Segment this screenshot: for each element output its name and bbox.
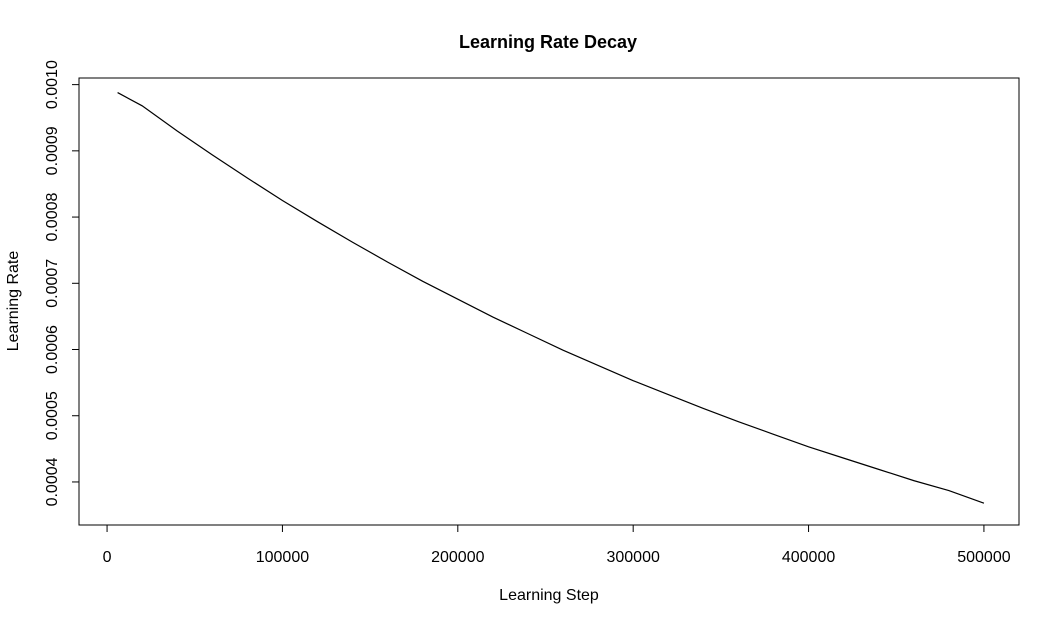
x-axis: 0 100000 200000 300000 400000 500000 [103, 524, 1011, 566]
x-axis-label: Learning Step [499, 587, 599, 604]
y-axis-label: Learning Rate [5, 251, 22, 352]
y-tick-label: 0.0007 [44, 259, 61, 308]
series-line [117, 92, 985, 504]
y-tick-label: 0.0008 [44, 192, 61, 241]
y-tick-label: 0.0005 [44, 391, 61, 440]
chart-title: Learning Rate Decay [459, 32, 637, 52]
x-tick-label: 300000 [606, 549, 659, 566]
y-tick-label: 0.0010 [44, 60, 61, 109]
y-tick-label: 0.0009 [44, 126, 61, 175]
series-layer [117, 92, 985, 504]
x-tick-label: 400000 [782, 549, 835, 566]
x-tick-label: 100000 [256, 549, 309, 566]
y-tick-label: 0.0004 [44, 457, 61, 506]
y-tick-label: 0.0006 [44, 325, 61, 374]
x-tick-label: 500000 [957, 549, 1010, 566]
plot-frame [78, 77, 1020, 526]
y-axis: 0.0004 0.0005 0.0006 0.0007 0.0008 0.0009 0.00… [44, 60, 80, 506]
x-tick-label: 0 [103, 549, 112, 566]
x-tick-label: 200000 [431, 549, 484, 566]
